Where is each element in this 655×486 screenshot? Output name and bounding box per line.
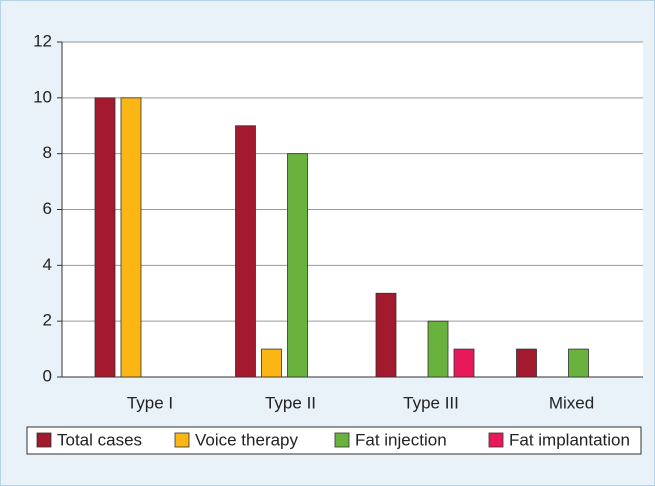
legend-swatch: [334, 432, 350, 448]
legend-box: [26, 426, 642, 455]
x-tick-label: Type III: [403, 393, 459, 412]
legend-label: Total cases: [57, 430, 142, 449]
x-tick-label: Type II: [265, 393, 316, 412]
bar: [261, 348, 282, 378]
y-tick-label: 12: [33, 31, 52, 50]
y-tick-label: 10: [33, 87, 52, 106]
legend-label: Fat injection: [355, 430, 447, 449]
y-tick-label: 4: [43, 255, 52, 274]
bar: [568, 348, 589, 378]
bar: [120, 97, 142, 378]
bar: [287, 153, 308, 378]
x-tick-label: Mixed: [549, 393, 594, 412]
y-tick-label: 2: [43, 311, 52, 330]
legend-swatch: [488, 432, 504, 448]
legend-label: Voice therapy: [195, 430, 299, 449]
bar: [94, 97, 116, 378]
legend-swatch: [174, 432, 190, 448]
bar: [516, 348, 537, 378]
legend-label: Fat implantation: [509, 430, 630, 449]
y-tick-label: 8: [43, 143, 52, 162]
x-tick-label: Type I: [127, 393, 173, 412]
bar: [453, 348, 475, 378]
y-tick-label: 6: [43, 199, 52, 218]
bar: [427, 320, 449, 378]
legend-swatch: [36, 432, 52, 448]
bar: [235, 125, 256, 378]
bar: [375, 292, 397, 378]
y-tick-label: 0: [43, 366, 52, 385]
